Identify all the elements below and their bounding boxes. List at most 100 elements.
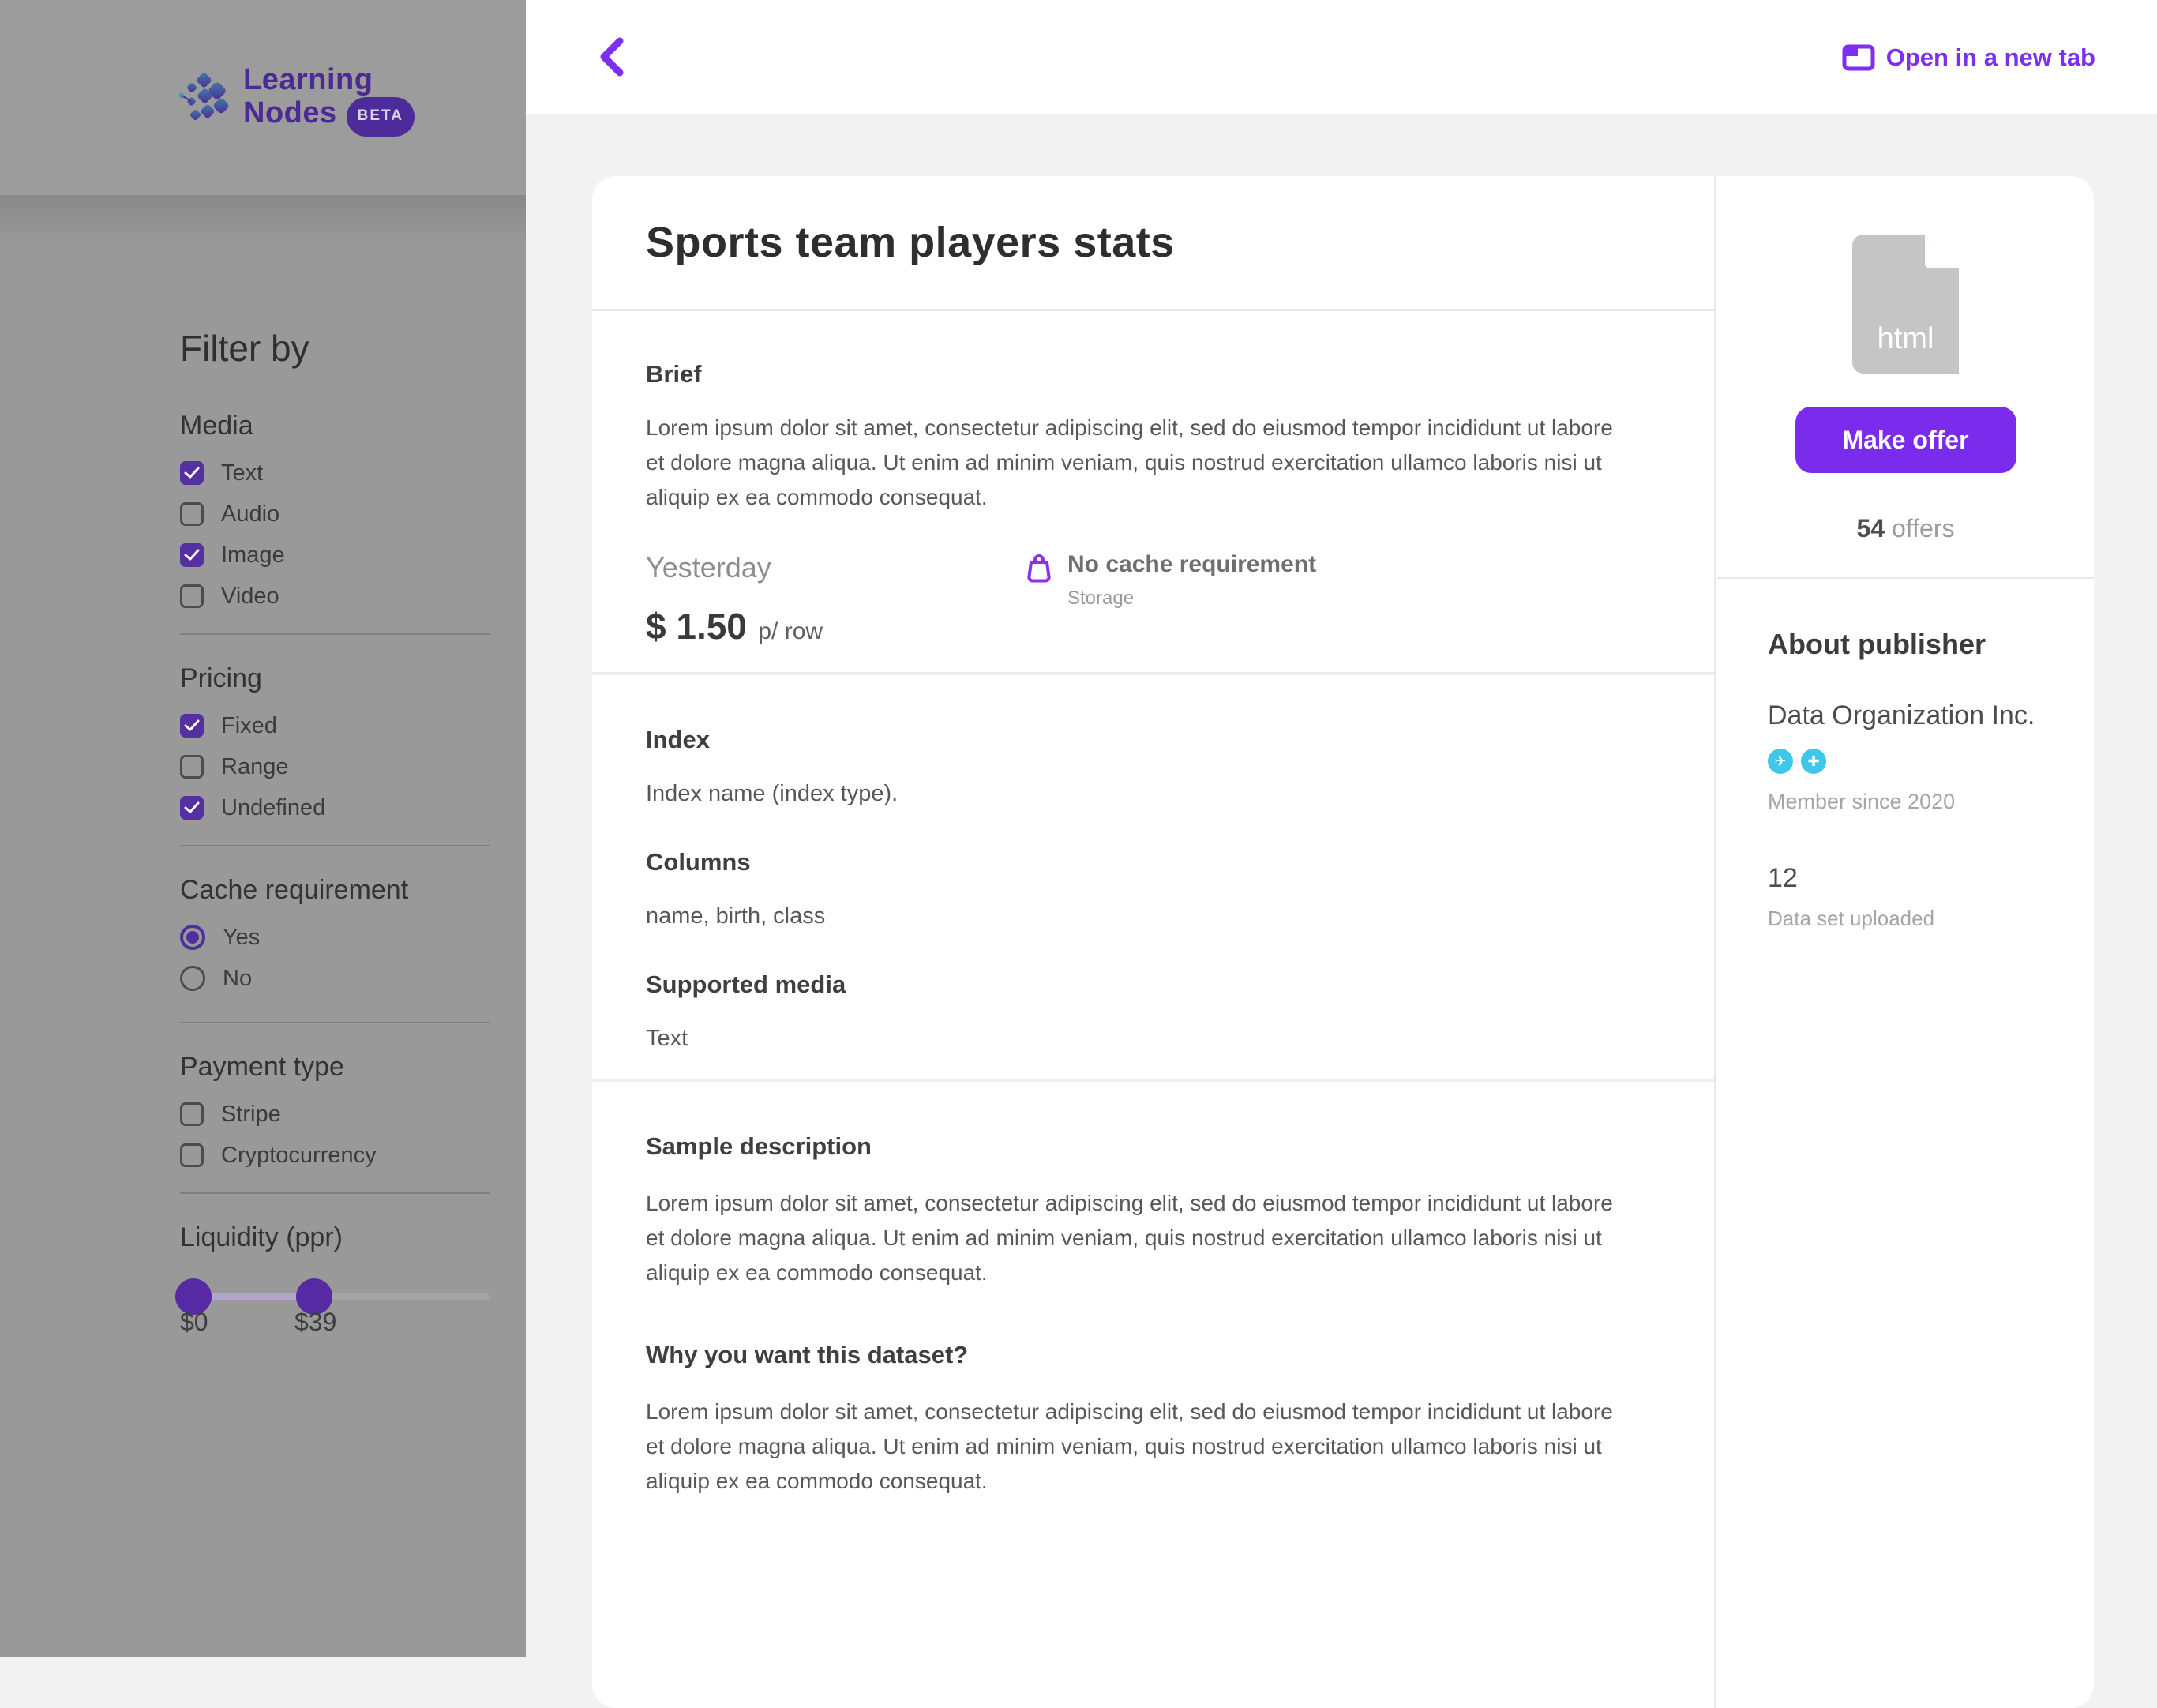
pricing-group-title: Pricing [180,663,262,693]
slider-labels: $0 $39 [180,1308,490,1337]
filter-group-pricing: Pricing Fixed Range Undefined [180,663,490,835]
brief-text: Lorem ipsum dolor sit amet, consectetur … [646,415,1613,509]
checkbox-fixed[interactable]: Fixed [180,711,490,740]
offers-count: 54 [1856,514,1885,542]
columns-value: name, birth, class [646,903,826,929]
open-in-new-tab-label: Open in a new tab [1885,43,2095,71]
checkbox-unchecked-icon[interactable] [180,502,204,526]
shopping-bag-icon [1027,554,1051,583]
back-button[interactable] [587,28,635,85]
open-in-new-tab-link[interactable]: Open in a new tab [1842,0,2095,114]
index-heading: Index [646,726,710,753]
offer-section: html Make offer 54 offers [1717,176,2094,579]
media-group-title: Media [180,411,253,441]
why-dataset-heading: Why you want this dataset? [646,1341,969,1368]
dataset-detail-page: { "sidebar": { "logo": { "line1": "Learn… [0,0,2157,1657]
publisher-badges: ✈ ✚ [1768,749,2062,774]
checkbox-cryptocurrency[interactable]: Cryptocurrency [180,1141,490,1169]
index-value: Index name (index type). [646,781,898,806]
file-html-icon: html [1852,235,1959,374]
offers-label: offers [1885,514,1955,542]
checkbox-unchecked-icon[interactable] [180,755,204,779]
why-dataset-text: Lorem ipsum dolor sit amet, consectetur … [646,1399,1613,1493]
plane-badge-icon: ✈ [1768,749,1793,774]
sample-description-text: Lorem ipsum dolor sit amet, consectetur … [646,1191,1613,1285]
cache-requirement-block: No cache requirement Storage [1026,551,1316,648]
logo-wordmark: Learning Nodes BETA [243,63,415,137]
brief-section: Brief Lorem ipsum dolor sit amet, consec… [592,311,1714,675]
beta-badge: BETA [346,97,415,137]
filter-group-media: Media Text Audio Image Video [180,411,490,623]
logo-line2: Nodes BETA [243,96,415,137]
checkbox-checked-icon[interactable] [180,796,204,820]
publisher-name: Data Organization Inc. [1768,700,2035,730]
checkbox-image[interactable]: Image [180,541,490,569]
checkbox-checked-icon[interactable] [180,543,204,567]
brief-heading: Brief [646,360,702,388]
checkbox-audio[interactable]: Audio [180,500,490,528]
about-publisher-heading: About publisher [1768,628,1986,660]
filter-by-title: Filter by [180,328,309,369]
cache-requirement-sub: Storage [1067,587,1135,609]
checkbox-unchecked-icon[interactable] [180,1102,204,1126]
cache-requirement-label: No cache requirement [1067,551,1317,577]
sidebar-divider [180,1022,490,1023]
last-updated: Yesterday [646,551,771,584]
make-offer-button[interactable]: Make offer [1795,407,2016,473]
member-since: Member since 2020 [1768,790,1956,813]
title-section: Sports team players stats [592,176,1714,311]
supported-media-heading: Supported media [646,970,846,998]
payment-group-title: Payment type [180,1052,344,1082]
checkbox-undefined[interactable]: Undefined [180,794,490,822]
cache-group-title: Cache requirement [180,875,409,905]
sidebar-divider [180,633,490,635]
liquidity-range-slider[interactable] [175,1273,490,1320]
slider-handle-max[interactable] [296,1278,332,1315]
price-line: $ 1.50 p/ row [646,605,1026,648]
supported-media-value: Text [646,1026,688,1051]
radio-yes[interactable]: Yes [180,923,490,952]
filter-group-cache: Cache requirement Yes No [180,875,490,1005]
sidebar-header-shadow [0,195,526,246]
price-row: Yesterday $ 1.50 p/ row No cache require… [646,551,1619,648]
slider-min-value: $0 [180,1308,208,1336]
about-publisher-section: About publisher Data Organization Inc. ✈… [1717,579,2094,931]
checkbox-stripe[interactable]: Stripe [180,1100,490,1128]
description-section: Sample description Lorem ipsum dolor sit… [592,1082,1714,1499]
open-new-tab-icon [1842,44,1875,70]
modal-header: Open in a new tab [526,0,2157,114]
radio-no[interactable]: No [180,964,490,993]
checkbox-unchecked-icon[interactable] [180,584,204,608]
dataset-card: Sports team players stats Brief Lorem ip… [592,176,2094,1708]
meta-section: Index Index name (index type). Columns n… [592,675,1714,1082]
chevron-left-icon [600,37,624,77]
offer-column: html Make offer 54 offers About publishe… [1717,176,2094,1708]
filter-group-payment: Payment type Stripe Cryptocurrency [180,1052,490,1182]
learning-nodes-logo[interactable]: Learning Nodes BETA [178,63,415,137]
checkbox-video[interactable]: Video [180,582,490,610]
slider-active-track [191,1293,316,1300]
checkbox-range[interactable]: Range [180,753,490,781]
datasets-count: 12 [1768,863,1798,893]
liquidity-group-title: Liquidity (ppr) [180,1222,343,1252]
radio-unselected-icon[interactable] [180,966,205,991]
logo-line1: Learning [243,63,373,96]
price-block: Yesterday $ 1.50 p/ row [646,551,1026,648]
slider-handle-min[interactable] [175,1278,212,1315]
columns-heading: Columns [646,848,751,876]
dataset-title: Sports team players stats [646,219,1175,266]
offers-count-line: 54 offers [1857,514,1955,543]
plus-badge-icon: ✚ [1801,749,1826,774]
sample-description-heading: Sample description [646,1132,872,1160]
checkbox-checked-icon[interactable] [180,714,204,738]
cache-texts: No cache requirement Storage [1067,551,1316,648]
sidebar-header-band [0,0,526,195]
filter-sidebar: Learning Nodes BETA Filter by Media Text … [0,0,526,1657]
slider-track[interactable] [180,1293,490,1300]
checkbox-text[interactable]: Text [180,459,490,487]
checkbox-checked-icon[interactable] [180,461,204,485]
checkbox-unchecked-icon[interactable] [180,1143,204,1167]
radio-selected-icon[interactable] [180,925,205,950]
slider-max-value: $39 [294,1308,337,1336]
sidebar-divider [180,845,490,846]
